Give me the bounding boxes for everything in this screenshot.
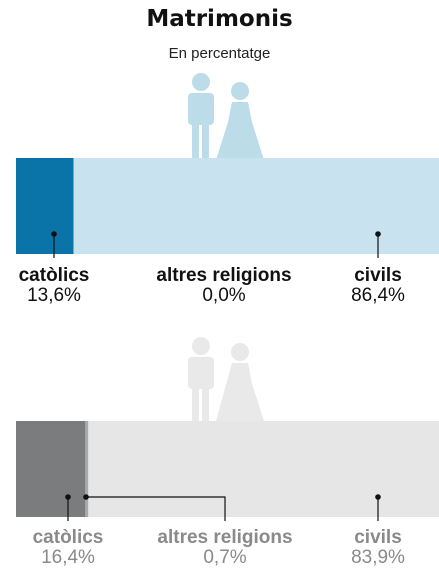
category-name: altres religions — [157, 527, 293, 548]
chart-title: Matrimonis — [146, 6, 293, 32]
marker-dot-altres-religions-bottom — [83, 494, 89, 500]
marker-dot-catolics-top — [51, 231, 57, 237]
category-label-altres-religions-bottom: altres religions 0,7% — [145, 528, 305, 568]
data-label: 0,7% — [203, 547, 247, 568]
bar-altres-religions-bottom — [85, 421, 89, 517]
category-name: catòlics — [32, 527, 104, 548]
chart-canvas — [16, 73, 439, 521]
category-name: altres religions — [156, 265, 292, 286]
data-label: 83,9% — [351, 547, 405, 568]
marker-dot-civils-bottom — [375, 494, 381, 500]
category-label-catolics-bottom: catòlics 16,4% — [0, 528, 148, 568]
data-label: 0,0% — [202, 285, 246, 306]
category-label-civils-bottom: civils 83,9% — [298, 528, 439, 568]
bar-catolics-bottom — [16, 421, 86, 517]
data-label: 13,6% — [27, 285, 81, 306]
category-name: civils — [354, 527, 402, 548]
category-name: catòlics — [18, 265, 90, 286]
data-label: 16,4% — [41, 547, 95, 568]
marker-dot-civils-top — [375, 231, 381, 237]
category-label-civils-top: civils 86,4% — [298, 266, 439, 306]
chart-subtitle: En percentatge — [168, 45, 271, 62]
category-name: civils — [354, 265, 402, 286]
bar-civils-top — [73, 158, 439, 254]
bar-civils-bottom — [88, 421, 439, 517]
category-label-catolics-top: catòlics 13,6% — [0, 266, 134, 306]
bar-catolics-top — [16, 158, 74, 254]
category-label-altres-religions-top: altres religions 0,0% — [144, 266, 304, 306]
marker-dot-catolics-bottom — [65, 494, 71, 500]
couple-icon-bottom — [188, 337, 264, 421]
leader-line-altres-religions-bottom — [86, 496, 226, 521]
data-label: 86,4% — [351, 285, 405, 306]
couple-icon-top — [188, 73, 264, 160]
